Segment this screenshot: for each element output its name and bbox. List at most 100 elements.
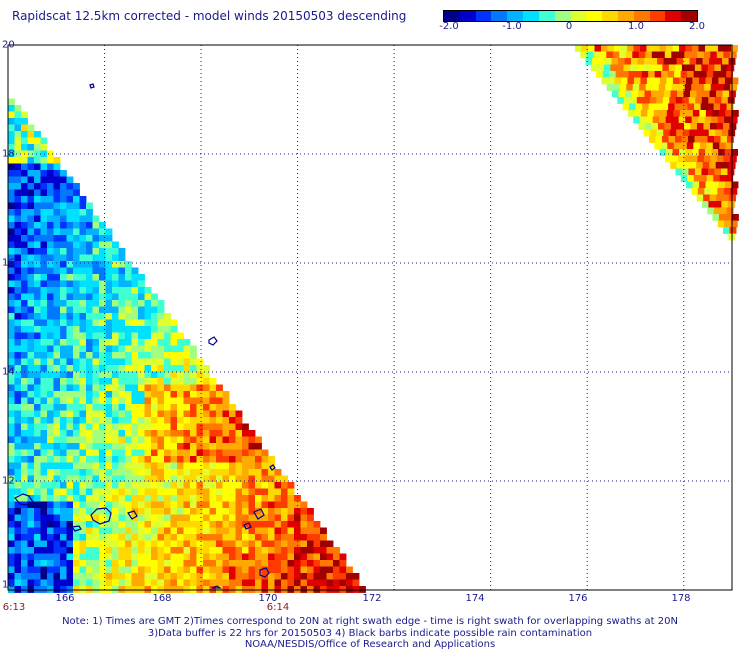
swath-cell — [300, 560, 308, 567]
swath-cell — [229, 469, 236, 476]
swath-cell — [53, 495, 61, 502]
swath-cell — [27, 378, 35, 385]
swath-cell — [34, 209, 41, 216]
swath-cell — [47, 423, 54, 431]
swath-cell — [719, 71, 727, 78]
swath-cell — [170, 391, 178, 398]
swath-cell — [8, 469, 15, 476]
swath-cell — [326, 566, 334, 574]
swath-cell — [268, 553, 275, 561]
swath-cell — [112, 313, 119, 320]
swath-cell — [170, 332, 178, 340]
swath-cell — [8, 118, 15, 125]
swath-cell — [177, 365, 184, 372]
swath-cell — [203, 436, 210, 444]
swath-cell — [177, 397, 184, 405]
swath-cell — [177, 521, 184, 528]
swath-cell — [248, 547, 256, 554]
swath-cell — [79, 553, 87, 561]
swath-cell — [164, 430, 171, 437]
swath-cell — [8, 131, 15, 138]
map-frame — [7, 44, 733, 591]
swath-cell — [320, 547, 327, 554]
swath-cell — [131, 306, 139, 314]
swath-cell — [144, 566, 152, 574]
swath-cell — [235, 553, 243, 561]
colorbar-segment — [681, 11, 697, 21]
swath-cell — [8, 417, 15, 424]
swath-cell — [723, 227, 730, 234]
swath-cell — [112, 482, 119, 489]
swath-cell — [333, 586, 340, 593]
swath-cell — [255, 547, 262, 554]
swath-cell — [131, 397, 139, 405]
swath-cell — [144, 326, 152, 333]
swath-cell — [131, 384, 139, 392]
swath-cell — [196, 430, 204, 437]
swath-cell — [47, 475, 54, 483]
swath-cell — [73, 579, 80, 587]
swath-cell — [713, 175, 721, 182]
swath-cell — [229, 508, 236, 515]
swath-cell — [203, 397, 210, 405]
swath-cell — [125, 495, 132, 502]
swath-cell — [79, 241, 87, 249]
swath-cell — [722, 162, 730, 169]
swath-cell — [268, 527, 275, 535]
swath-cell — [196, 475, 204, 483]
swath-cell — [632, 51, 640, 59]
swath-cell — [21, 573, 28, 580]
swath-cell — [730, 220, 738, 228]
swath-cell — [131, 560, 139, 567]
swath-cell — [731, 110, 739, 117]
swath-cell — [99, 228, 106, 236]
swath-cell — [27, 209, 35, 216]
swath-cell — [34, 534, 41, 541]
swath-cell — [60, 189, 67, 197]
swath-cell — [53, 560, 61, 567]
swath-cell — [105, 267, 113, 275]
swath-cell — [92, 280, 100, 288]
swath-cell — [92, 215, 100, 223]
swath-cell — [125, 313, 132, 320]
swath-cell — [99, 384, 106, 392]
swath-cell — [14, 319, 22, 327]
swath-cell — [658, 51, 666, 59]
swath-cell — [99, 462, 106, 470]
swath-cell — [190, 540, 197, 548]
swath-cell — [21, 352, 28, 359]
swath-cell — [21, 534, 28, 541]
swath-cell — [216, 488, 223, 496]
swath-cell — [47, 189, 54, 197]
swath-cell — [346, 566, 353, 574]
swath-cell — [183, 547, 191, 554]
swath-cell — [183, 423, 191, 431]
swath-cell — [34, 475, 41, 483]
swath-cell — [164, 404, 171, 411]
swath-cell — [92, 313, 100, 320]
swath-cell — [79, 521, 87, 528]
swath-cell — [40, 274, 48, 281]
swath-cell — [716, 123, 724, 130]
swath-cell — [216, 514, 223, 522]
swath-cell — [697, 188, 705, 195]
swath-cell — [248, 514, 256, 522]
swath-cell — [229, 534, 236, 541]
swath-cell — [235, 436, 243, 444]
swath-cell — [726, 103, 734, 111]
swath-cell — [47, 345, 54, 353]
swath-cell — [105, 358, 113, 366]
swath-cell — [53, 566, 61, 574]
swath-cell — [86, 404, 93, 411]
swath-cell — [642, 103, 649, 111]
swath-cell — [14, 475, 22, 483]
swath-cell — [60, 358, 67, 366]
swath-cell — [40, 423, 48, 431]
swath-cell — [105, 514, 113, 522]
swath-cell — [268, 514, 275, 522]
swath-cell — [144, 488, 152, 496]
swath-cell — [86, 254, 93, 262]
swath-cell — [248, 462, 256, 470]
swath-cell — [242, 423, 249, 431]
swath-cell — [47, 527, 54, 535]
